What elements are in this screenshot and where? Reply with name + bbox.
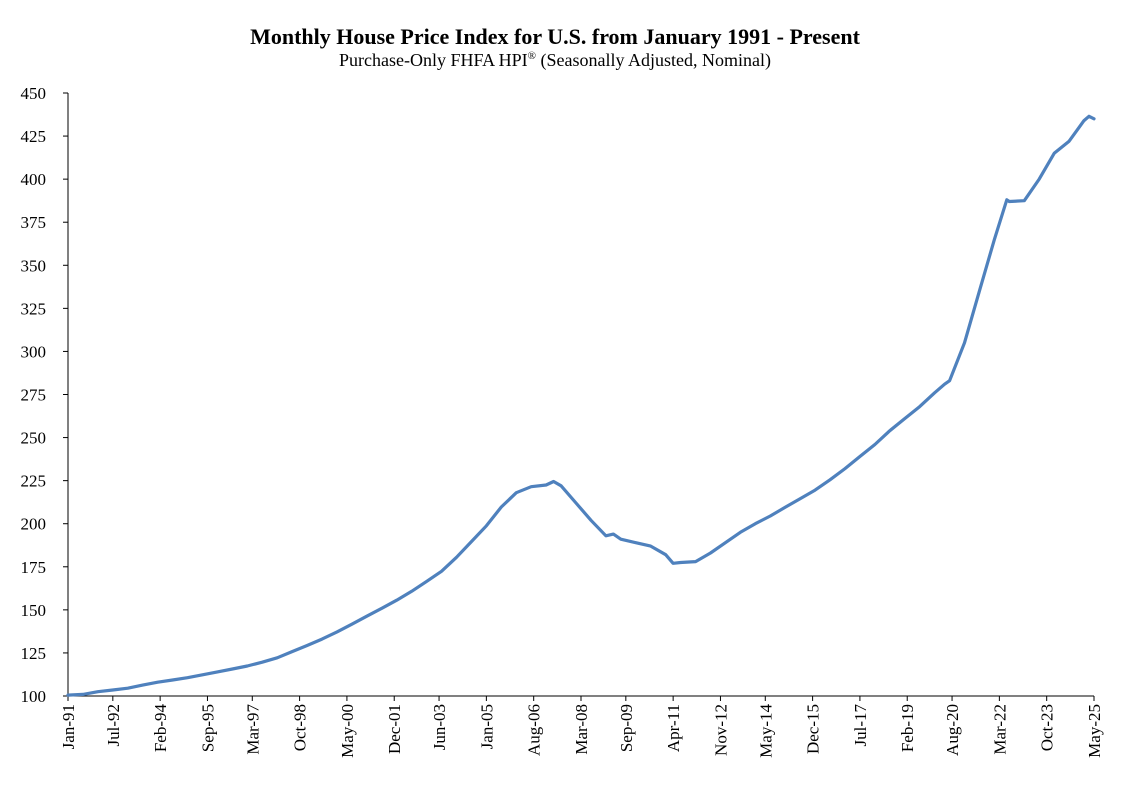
chart-subtitle-prefix: Purchase-Only FHFA HPI [339, 50, 528, 70]
y-tick-label: 250 [21, 429, 47, 448]
chart-subtitle-suffix: (Seasonally Adjusted, Nominal) [536, 50, 771, 70]
y-tick-label: 425 [21, 127, 47, 146]
x-tick-label: Mar-22 [990, 704, 1009, 755]
x-tick-label: Jan-05 [477, 704, 496, 749]
x-tick-label: Oct-23 [1038, 704, 1057, 751]
chart-axes [67, 93, 1094, 697]
y-tick-label: 100 [21, 687, 47, 706]
x-tick-label: Aug-20 [943, 704, 962, 756]
y-tick-label: 225 [21, 472, 47, 491]
y-axis-ticks: 100 125 150 175 200 225 250 275 300 325 350 375 400 4… [21, 84, 68, 706]
x-tick-label: May-25 [1085, 704, 1104, 758]
chart-title: Monthly House Price Index for U.S. from … [250, 24, 860, 49]
x-tick-label: Aug-06 [525, 704, 544, 756]
x-tick-label: Sep-09 [617, 704, 636, 752]
x-tick-label: Feb-94 [151, 704, 170, 753]
y-tick-label: 175 [21, 558, 47, 577]
y-tick-label: 450 [21, 84, 47, 103]
x-tick-label: Jul-17 [851, 704, 870, 747]
x-tick-label: Jun-03 [430, 704, 449, 750]
x-tick-label: Sep-95 [198, 704, 217, 752]
y-tick-label: 325 [21, 299, 47, 318]
y-tick-label: 125 [21, 644, 47, 663]
x-tick-label: Dec-15 [804, 704, 823, 754]
x-tick-label: Jan-91 [59, 704, 78, 749]
chart-subtitle: Purchase-Only FHFA HPI® (Seasonally Adju… [0, 50, 1110, 71]
x-tick-label: Apr-11 [664, 704, 683, 752]
x-tick-label: Nov-12 [711, 704, 730, 756]
registered-mark: ® [527, 50, 537, 62]
y-tick-label: 375 [21, 213, 47, 232]
x-tick-label: May-00 [338, 704, 357, 758]
y-tick-label: 150 [21, 601, 47, 620]
x-tick-label: Feb-19 [898, 704, 917, 752]
y-tick-label: 350 [21, 256, 47, 275]
y-tick-label: 200 [21, 515, 47, 534]
x-tick-label: Mar-97 [243, 704, 262, 755]
x-tick-label: Jul-92 [104, 704, 123, 747]
series-group [66, 114, 1096, 697]
y-tick-label: 300 [21, 342, 47, 361]
series-line-hpi [66, 114, 1096, 697]
x-tick-label: Oct-98 [291, 704, 310, 751]
x-axis-ticks: Jan-91 Jul-92 Feb-94 Sep-95 Mar-97 Oct-98 May-… [59, 696, 1104, 758]
y-tick-label: 275 [21, 386, 47, 405]
y-tick-label: 400 [21, 170, 47, 189]
x-tick-label: Mar-08 [572, 704, 591, 755]
x-tick-label: Dec-01 [385, 704, 404, 754]
x-tick-label: May-14 [756, 704, 775, 758]
